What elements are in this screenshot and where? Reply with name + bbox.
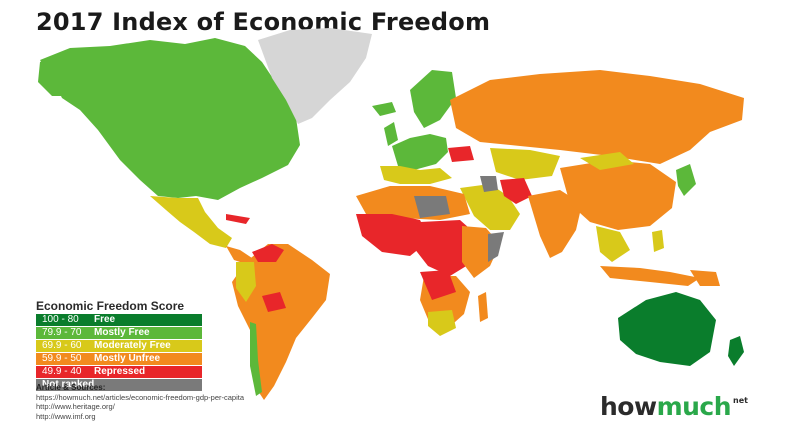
- chile-region: [250, 322, 262, 396]
- australia-region: [618, 292, 716, 366]
- legend-label: Not ranked: [42, 379, 95, 390]
- legend-range: 69.9 - 60: [42, 340, 82, 351]
- papua-region: [690, 270, 720, 286]
- mexico-region: [150, 196, 232, 248]
- legend-title: Economic Freedom Score: [36, 299, 185, 313]
- sahara-unranked-region: [414, 196, 450, 218]
- china-region: [560, 160, 676, 230]
- sources-heading: Article & Sources:: [36, 383, 106, 392]
- sources: Article & Sources: https://howmuch.net/a…: [36, 383, 306, 421]
- legend-label: Free: [94, 314, 116, 325]
- source-link[interactable]: http://www.heritage.org/: [36, 402, 115, 411]
- new-zealand-region: [728, 336, 744, 366]
- legend-label: Moderately Free: [94, 340, 171, 351]
- scandinavia-region: [410, 70, 456, 128]
- legend-item-not-ranked: Not ranked: [36, 379, 202, 391]
- legend-item-moderately-free: 69.9 - 60 Moderately Free: [36, 340, 202, 352]
- philippines-region: [652, 230, 664, 252]
- ukraine-region: [448, 146, 474, 162]
- greenland-region: [258, 28, 372, 124]
- kazakhstan-region: [490, 148, 560, 180]
- indonesia-region: [600, 266, 700, 286]
- southeast-asia-region: [596, 226, 630, 262]
- russia-region: [450, 70, 744, 164]
- drc-region: [420, 270, 456, 300]
- west-africa-region: [356, 214, 430, 256]
- somalia-region: [488, 232, 504, 262]
- legend-label: Repressed: [94, 366, 146, 377]
- southern-europe-region: [380, 166, 452, 184]
- brand-suffix: net: [733, 396, 748, 405]
- legend-item-mostly-free: 79.9 - 70 Mostly Free: [36, 327, 202, 339]
- brand-part-a: how: [600, 392, 657, 421]
- legend-range: 59.9 - 50: [42, 353, 82, 364]
- legend-range: 79.9 - 70: [42, 327, 82, 338]
- iceland-region: [372, 102, 396, 116]
- legend-item-free: 100 - 80 Free: [36, 314, 202, 326]
- brand-part-b: much: [656, 392, 732, 421]
- cuba-region: [226, 214, 250, 224]
- legend-label: Mostly Free: [94, 327, 150, 338]
- japan-korea-region: [676, 164, 696, 196]
- legend-range: 100 - 80: [42, 314, 79, 325]
- legend-item-repressed: 49.9 - 40 Repressed: [36, 366, 202, 378]
- source-link[interactable]: http://www.imf.org: [36, 411, 96, 421]
- map-title: 2017 Index of Economic Freedom: [36, 8, 491, 36]
- madagascar-region: [478, 292, 488, 322]
- source-link[interactable]: https://howmuch.net/articles/economic-fr…: [36, 392, 245, 402]
- legend-range: 49.9 - 40: [42, 366, 82, 377]
- canada-region: [40, 38, 300, 200]
- iraq-region: [480, 176, 498, 192]
- bolivia-region: [262, 292, 286, 312]
- alaska-region: [38, 54, 80, 96]
- central-america-region: [226, 246, 252, 264]
- uk-region: [384, 122, 398, 146]
- iran-region: [500, 178, 532, 204]
- legend-label: Mostly Unfree: [94, 353, 161, 364]
- western-europe-region: [392, 134, 448, 170]
- brand-logo: howmuch net: [600, 392, 748, 421]
- india-region: [528, 190, 582, 258]
- mongolia-region: [580, 152, 634, 170]
- south-africa-region: [428, 310, 456, 336]
- venezuela-region: [252, 244, 284, 262]
- colombia-peru-region: [236, 262, 256, 302]
- legend-item-mostly-unfree: 59.9 - 50 Mostly Unfree: [36, 353, 202, 365]
- legend: Economic Freedom Score 100 - 80 Free 79.9…: [36, 299, 202, 392]
